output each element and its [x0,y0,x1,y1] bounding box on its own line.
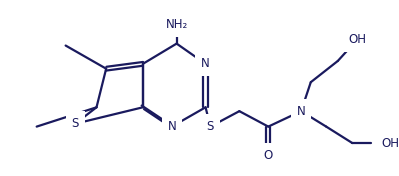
Text: OH: OH [381,137,399,149]
Text: NH₂: NH₂ [166,18,188,31]
Text: OH: OH [348,33,366,46]
Text: S: S [71,117,79,130]
Text: S: S [207,120,214,133]
Text: N: N [297,105,306,118]
Text: N: N [168,120,176,133]
Text: O: O [264,149,273,162]
Text: N: N [201,57,210,70]
